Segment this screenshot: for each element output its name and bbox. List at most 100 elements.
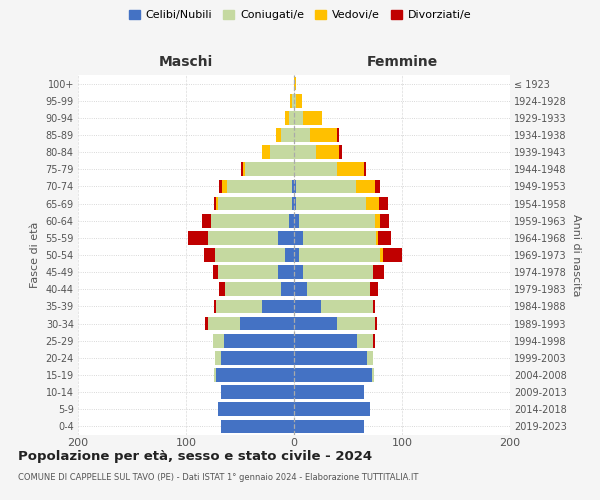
Bar (205, 316, 208, 330)
Bar (216, 196, 218, 210)
Bar (262, 146, 270, 159)
Bar (356, 180, 375, 194)
Bar (218, 402, 294, 416)
Bar (292, 196, 294, 210)
Bar (294, 351, 367, 364)
Legend: Celibi/Nubili, Coniugati/e, Vedovi/e, Divorziati/e: Celibi/Nubili, Coniugati/e, Vedovi/e, Di… (124, 6, 476, 25)
Bar (356, 334, 373, 347)
Bar (208, 231, 278, 244)
Bar (372, 368, 374, 382)
Bar (294, 162, 337, 176)
Bar (370, 282, 378, 296)
Bar (337, 128, 340, 142)
Bar (294, 231, 302, 244)
Bar (214, 196, 216, 210)
Bar (216, 368, 294, 382)
Bar (211, 214, 289, 228)
Text: COMUNE DI CAPPELLE SUL TAVO (PE) - Dati ISTAT 1° gennaio 2024 - Elaborazione TUT: COMUNE DI CAPPELLE SUL TAVO (PE) - Dati … (18, 472, 418, 482)
Bar (296, 196, 367, 210)
Bar (299, 214, 375, 228)
Bar (220, 180, 221, 194)
Bar (296, 94, 302, 108)
Bar (294, 146, 316, 159)
Bar (221, 420, 294, 434)
Bar (215, 248, 286, 262)
Bar (307, 282, 370, 296)
Bar (290, 94, 292, 108)
Bar (367, 351, 373, 364)
Bar (378, 231, 391, 244)
Bar (225, 282, 281, 296)
Bar (221, 386, 294, 399)
Text: Femmine: Femmine (367, 55, 437, 69)
Bar (294, 196, 296, 210)
Bar (218, 266, 278, 279)
Bar (221, 180, 227, 194)
Bar (292, 180, 294, 194)
Bar (296, 180, 356, 194)
Bar (294, 128, 310, 142)
Bar (376, 231, 378, 244)
Bar (383, 248, 402, 262)
Bar (215, 351, 221, 364)
Bar (299, 248, 380, 262)
Text: Popolazione per età, sesso e stato civile - 2024: Popolazione per età, sesso e stato civil… (18, 450, 372, 463)
Bar (294, 248, 299, 262)
Bar (286, 248, 294, 262)
Bar (188, 231, 208, 244)
Bar (373, 300, 375, 314)
Bar (367, 196, 379, 210)
Bar (294, 111, 302, 124)
Bar (294, 94, 296, 108)
Bar (294, 316, 337, 330)
Bar (205, 248, 215, 262)
Bar (380, 214, 389, 228)
Bar (241, 162, 243, 176)
Bar (375, 180, 380, 194)
Bar (302, 111, 322, 124)
Bar (278, 266, 294, 279)
Bar (373, 266, 383, 279)
Bar (294, 300, 321, 314)
Bar (294, 334, 356, 347)
Bar (294, 402, 370, 416)
Bar (214, 368, 216, 382)
Bar (275, 128, 281, 142)
Bar (375, 316, 377, 330)
Bar (208, 316, 240, 330)
Bar (294, 266, 302, 279)
Bar (243, 162, 245, 176)
Bar (302, 266, 373, 279)
Bar (302, 231, 376, 244)
Bar (227, 180, 292, 194)
Bar (281, 128, 294, 142)
Bar (278, 231, 294, 244)
Text: Maschi: Maschi (159, 55, 213, 69)
Bar (289, 111, 294, 124)
Bar (321, 300, 373, 314)
Bar (224, 334, 294, 347)
Bar (245, 162, 294, 176)
Bar (289, 214, 294, 228)
Bar (294, 420, 364, 434)
Bar (340, 146, 341, 159)
Y-axis label: Anni di nascita: Anni di nascita (571, 214, 581, 296)
Bar (337, 316, 375, 330)
Bar (294, 368, 372, 382)
Bar (316, 146, 340, 159)
Bar (262, 300, 294, 314)
Bar (286, 111, 289, 124)
Bar (213, 266, 218, 279)
Bar (310, 128, 337, 142)
Bar (281, 282, 294, 296)
Bar (214, 300, 216, 314)
Bar (216, 300, 262, 314)
Bar (379, 196, 388, 210)
Bar (380, 248, 383, 262)
Bar (375, 214, 380, 228)
Bar (294, 214, 299, 228)
Bar (294, 282, 307, 296)
Bar (270, 146, 294, 159)
Bar (220, 282, 225, 296)
Bar (337, 162, 364, 176)
